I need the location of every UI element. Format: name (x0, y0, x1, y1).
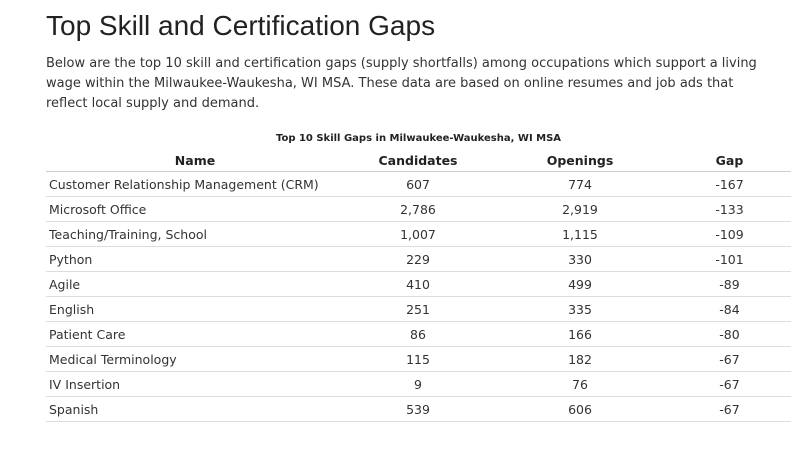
cell-candidates: 86 (344, 321, 492, 347)
cell-name: IV Insertion (46, 371, 344, 397)
cell-openings: 606 (492, 396, 668, 422)
cell-candidates: 229 (344, 246, 492, 272)
cell-name: Spanish (46, 396, 344, 422)
cell-openings: 499 (492, 271, 668, 297)
table-row: Microsoft Office 2,786 2,919 -133 (46, 196, 791, 222)
cell-candidates: 2,786 (344, 196, 492, 222)
cell-gap: -101 (668, 246, 791, 272)
table-header: Name Candidates Openings Gap (46, 149, 791, 172)
cell-openings: 330 (492, 246, 668, 272)
cell-openings: 182 (492, 346, 668, 372)
cell-gap: -84 (668, 296, 791, 322)
table-body: Customer Relationship Management (CRM) 6… (46, 171, 791, 422)
cell-openings: 166 (492, 321, 668, 347)
cell-name: Agile (46, 271, 344, 297)
table-row: IV Insertion 9 76 -67 (46, 371, 791, 397)
table-row: Medical Terminology 115 182 -67 (46, 346, 791, 372)
cell-candidates: 9 (344, 371, 492, 397)
page-title: Top Skill and Certification Gaps (46, 10, 436, 41)
cell-name: Patient Care (46, 321, 344, 347)
table-caption: Top 10 Skill Gaps in Milwaukee-Waukesha,… (275, 133, 562, 144)
cell-openings: 2,919 (492, 196, 668, 222)
cell-candidates: 410 (344, 271, 492, 297)
table-row: English 251 335 -84 (46, 296, 791, 322)
table-row: Patient Care 86 166 -80 (46, 321, 791, 347)
skill-gaps-table: Name Candidates Openings Gap Customer Re… (46, 149, 791, 422)
cell-name: English (46, 296, 344, 322)
cell-gap: -133 (668, 196, 791, 222)
cell-candidates: 1,007 (344, 221, 492, 247)
cell-gap: -67 (668, 371, 791, 397)
cell-openings: 1,115 (492, 221, 668, 247)
cell-candidates: 115 (344, 346, 492, 372)
table-row: Customer Relationship Management (CRM) 6… (46, 171, 791, 197)
cell-gap: -109 (668, 221, 791, 247)
cell-name: Medical Terminology (46, 346, 344, 372)
column-header-gap: Gap (668, 149, 791, 172)
cell-openings: 76 (492, 371, 668, 397)
table-header-row: Name Candidates Openings Gap (46, 149, 791, 172)
cell-gap: -67 (668, 346, 791, 372)
table-row: Agile 410 499 -89 (46, 271, 791, 297)
column-header-name: Name (46, 149, 344, 172)
intro-paragraph: Below are the top 10 skill and certifica… (46, 56, 757, 111)
cell-candidates: 251 (344, 296, 492, 322)
cell-openings: 335 (492, 296, 668, 322)
column-header-openings: Openings (492, 149, 668, 172)
cell-candidates: 539 (344, 396, 492, 422)
cell-name: Python (46, 246, 344, 272)
cell-gap: -80 (668, 321, 791, 347)
table-row: Teaching/Training, School 1,007 1,115 -1… (46, 221, 791, 247)
table-row: Python 229 330 -101 (46, 246, 791, 272)
cell-openings: 774 (492, 171, 668, 197)
cell-candidates: 607 (344, 171, 492, 197)
cell-gap: -89 (668, 271, 791, 297)
cell-gap: -67 (668, 396, 791, 422)
cell-name: Teaching/Training, School (46, 221, 344, 247)
cell-gap: -167 (668, 171, 791, 197)
cell-name: Customer Relationship Management (CRM) (46, 171, 344, 197)
table-row: Spanish 539 606 -67 (46, 396, 791, 422)
cell-name: Microsoft Office (46, 196, 344, 222)
column-header-candidates: Candidates (344, 149, 492, 172)
